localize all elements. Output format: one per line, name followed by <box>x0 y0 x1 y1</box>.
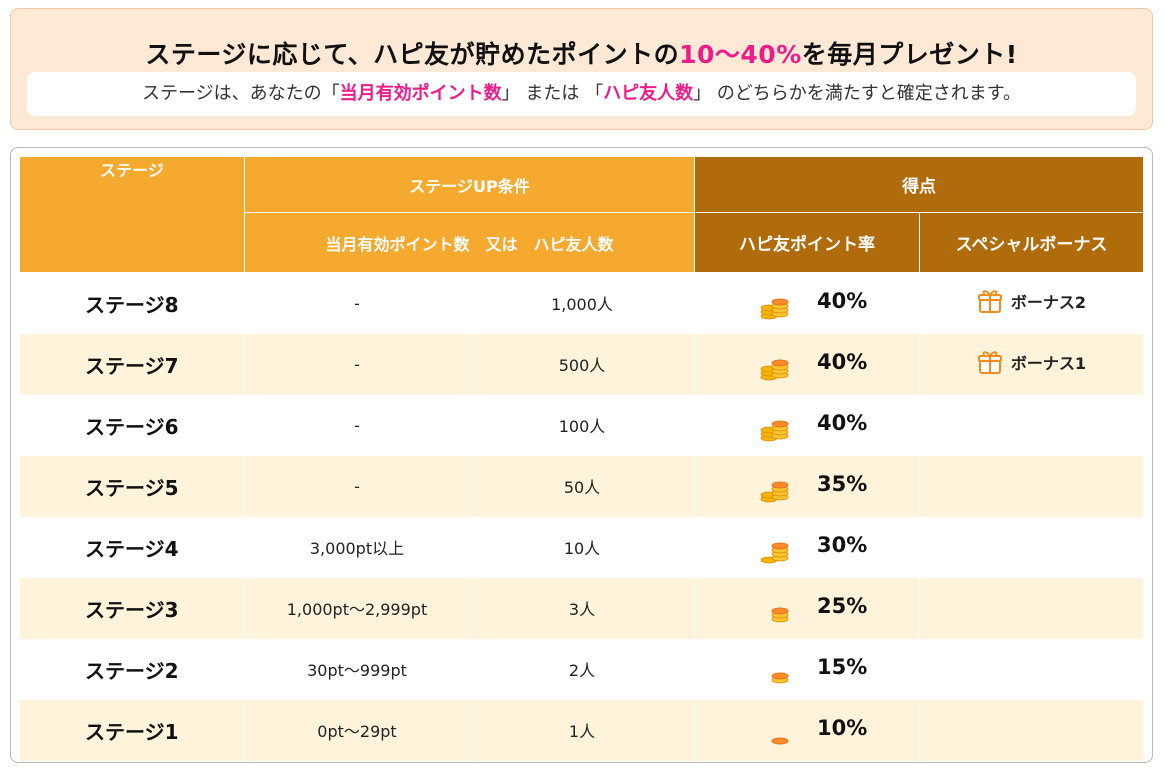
rate-cell: 30% <box>694 516 920 578</box>
friends-condition: 2人 <box>469 638 695 700</box>
friends-condition: 3人 <box>469 577 695 639</box>
bonus-badge: ボーナス1 <box>977 349 1086 375</box>
rate-cell: 15% <box>694 638 920 700</box>
stage-table: ステージ ステージUP条件 得点 当月有効ポイント数 又は ハピ友人数 ハピ友ポ… <box>19 156 1144 761</box>
coins-stack-icon <box>759 716 793 748</box>
coins-stack-icon <box>759 594 793 626</box>
sub-highlight-points: 当月有効ポイント数 <box>339 83 502 104</box>
stage-name: ステージ3 <box>19 577 245 639</box>
friends-condition: 1,000人 <box>469 272 695 334</box>
rate-value: 40% <box>817 289 868 313</box>
bonus-cell <box>919 577 1144 639</box>
rate-cell: 25% <box>694 577 920 639</box>
table-row: ステージ8-1,000人 40% ボーナス2 <box>19 272 1144 334</box>
points-condition: 3,000pt以上 <box>244 516 470 578</box>
points-condition: 30pt〜999pt <box>244 638 470 700</box>
close-bracket: 」 <box>501 83 520 104</box>
bonus-label: ボーナス1 <box>1010 354 1087 373</box>
header-condition-sub: 当月有効ポイント数 又は ハピ友人数 <box>244 212 695 273</box>
stage-name: ステージ2 <box>19 638 245 700</box>
rate-cell: 35% <box>694 455 920 517</box>
bonus-cell: ボーナス1 <box>919 333 1144 395</box>
title-accent-range: 10〜40% <box>679 40 802 69</box>
title-text-after: を毎月プレゼント! <box>801 40 1018 69</box>
friends-condition: 100人 <box>469 394 695 456</box>
coins-stack-icon <box>759 350 793 382</box>
banner-title: ステージに応じて、ハピ友が貯めたポイントの10〜40%を毎月プレゼント! <box>11 35 1152 71</box>
header-condition: ステージUP条件 <box>244 156 695 213</box>
table-row: ステージ5-50人 35% <box>19 455 1144 517</box>
friends-condition: 50人 <box>469 455 695 517</box>
bonus-cell <box>919 699 1144 761</box>
rate-cell: 40% <box>694 272 920 334</box>
bonus-cell <box>919 638 1144 700</box>
rate-value: 30% <box>817 532 868 557</box>
points-condition: - <box>244 333 470 395</box>
rate-value: 10% <box>817 715 868 740</box>
table-row: ステージ7-500人 40% ボーナス1 <box>19 333 1144 395</box>
rate-value: 40% <box>817 349 868 374</box>
rate-cell: 40% <box>694 394 920 456</box>
banner-subtitle: ステージは、あなたの「当月有効ポイント数」 または 「ハピ友人数」 のどちらかを… <box>27 72 1136 116</box>
bonus-badge: ボーナス2 <box>977 288 1086 314</box>
coins-stack-icon <box>759 411 793 443</box>
table-row: ステージ3 1,000pt〜2,999pt 3人 25% <box>19 577 1144 639</box>
table-row: ステージ6-100人 40% <box>19 394 1144 456</box>
header-stage: ステージ <box>19 156 245 273</box>
table-row: ステージ2 30pt〜999pt 2人 15% <box>19 638 1144 700</box>
rate-value: 35% <box>817 471 868 496</box>
stage-name: ステージ1 <box>19 699 245 761</box>
points-condition: 1,000pt〜2,999pt <box>244 577 470 639</box>
table-body: ステージ8-1,000人 40% ボーナス2 ステージ7-500人 40% ボーナス1 ステ… <box>19 272 1144 761</box>
friends-condition: 500人 <box>469 333 695 395</box>
rate-cell: 10% <box>694 699 920 761</box>
title-text-before: ステージに応じて、ハピ友が貯めたポイントの <box>145 40 680 69</box>
table-row: ステージ4 3,000pt以上 10人 30% <box>19 516 1144 578</box>
close-bracket: 」 <box>693 83 712 104</box>
sub-highlight-friends: ハピ友人数 <box>603 83 694 104</box>
sub-suffix: のどちらかを満たすと確定されます。 <box>716 83 1022 104</box>
bonus-cell <box>919 394 1144 456</box>
friends-condition: 10人 <box>469 516 695 578</box>
coins-stack-icon <box>759 533 793 565</box>
sub-or: または <box>525 83 580 104</box>
header-score: 得点 <box>694 156 1144 213</box>
open-bracket: 「 <box>585 83 604 104</box>
points-condition: - <box>244 394 470 456</box>
friends-condition: 1人 <box>469 699 695 761</box>
points-condition: - <box>244 272 470 334</box>
rate-value: 25% <box>817 593 868 618</box>
intro-banner: ステージに応じて、ハピ友が貯めたポイントの10〜40%を毎月プレゼント! ステー… <box>10 8 1153 130</box>
table-row: ステージ1 0pt〜29pt 1人 10% <box>19 699 1144 761</box>
coins-stack-icon <box>759 472 793 504</box>
bonus-label: ボーナス2 <box>1010 293 1087 313</box>
bonus-cell <box>919 455 1144 517</box>
header-bonus: スペシャルボーナス <box>919 212 1144 273</box>
gift-icon <box>977 351 1002 374</box>
rate-value: 15% <box>817 654 868 679</box>
stage-name: ステージ8 <box>19 272 245 334</box>
open-bracket: 「 <box>321 83 340 104</box>
points-condition: - <box>244 455 470 517</box>
bonus-cell <box>919 516 1144 578</box>
stage-name: ステージ4 <box>19 516 245 578</box>
gift-icon <box>977 290 1002 314</box>
sub-prefix: ステージは、あなたの <box>141 83 322 104</box>
stage-name: ステージ5 <box>19 455 245 517</box>
rate-cell: 40% <box>694 333 920 395</box>
stage-name: ステージ7 <box>19 333 245 395</box>
bonus-cell: ボーナス2 <box>919 272 1144 334</box>
coins-stack-icon <box>759 289 793 321</box>
stage-name: ステージ6 <box>19 394 245 456</box>
points-condition: 0pt〜29pt <box>244 699 470 761</box>
header-rate: ハピ友ポイント率 <box>694 212 920 273</box>
coins-stack-icon <box>759 655 793 687</box>
rate-value: 40% <box>817 410 868 435</box>
